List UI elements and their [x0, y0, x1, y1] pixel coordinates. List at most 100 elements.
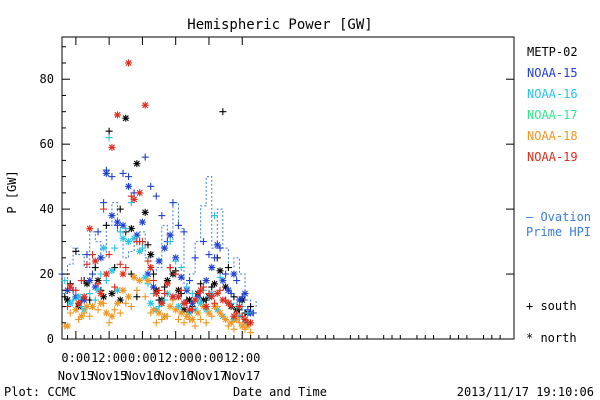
point-noaa-18-south [191, 322, 199, 330]
point-noaa-15-north [97, 254, 105, 262]
point-noaa-18-north [119, 286, 127, 294]
point-metp-02-north [133, 160, 141, 168]
point-noaa-19-south [105, 251, 113, 259]
point-noaa-19-north [66, 283, 74, 291]
point-noaa-15-north [202, 277, 210, 285]
point-noaa-18-south [247, 329, 255, 337]
point-noaa-15-south [108, 173, 116, 181]
point-noaa-15-north [86, 277, 94, 285]
point-metp-02-north [122, 114, 130, 122]
point-noaa-19-north [224, 299, 232, 307]
point-noaa-18-north [150, 306, 158, 314]
point-noaa-15-south [191, 254, 199, 262]
point-noaa-15-south [94, 228, 102, 236]
point-noaa-16-south [105, 134, 113, 142]
point-noaa-18-south [180, 319, 188, 327]
point-noaa-16-south [86, 290, 94, 298]
point-metp-02-south [224, 264, 232, 272]
point-metp-02-south [133, 293, 141, 301]
point-noaa-15-south [180, 228, 188, 236]
legend-ovation-line2: Prime HPI [526, 225, 591, 239]
point-noaa-19-north [230, 312, 238, 320]
point-metp-02-north [108, 290, 116, 298]
legend-ovation-line1: — Ovation [526, 210, 591, 224]
point-noaa-19-north [80, 293, 88, 301]
chart-title: Hemispheric Power [GW] [187, 17, 372, 33]
point-noaa-19-south [161, 290, 169, 298]
point-noaa-15-south [169, 199, 177, 207]
point-noaa-19-north [213, 290, 221, 298]
point-noaa-16-south [102, 277, 110, 285]
point-noaa-15-north [208, 264, 216, 272]
x-tick-date-label: Nov17 [224, 369, 260, 383]
point-noaa-18-south [111, 306, 119, 314]
x-tick-time-label: 0:00 [195, 351, 224, 365]
point-noaa-18-north [89, 303, 97, 311]
point-noaa-18-north [102, 309, 110, 317]
point-metp-02-north [147, 251, 155, 259]
point-metp-02-north [141, 208, 149, 216]
y-tick-label: 60 [40, 137, 54, 151]
point-noaa-18-north [97, 299, 105, 307]
point-noaa-15-north [230, 270, 238, 278]
point-noaa-18-south [133, 286, 141, 294]
point-noaa-19-north [91, 257, 99, 265]
x-tick-date-label: Nov16 [124, 369, 160, 383]
y-axis: 0 20 40 60 80 [40, 46, 514, 346]
point-noaa-16-north [136, 247, 144, 255]
point-noaa-18-south [86, 312, 94, 320]
point-noaa-15-south [186, 277, 194, 285]
point-noaa-18-south [66, 309, 74, 317]
point-noaa-19-north [136, 189, 144, 197]
point-noaa-19-north [191, 296, 199, 304]
point-noaa-19-north [235, 303, 243, 311]
point-noaa-15-south [147, 182, 155, 190]
x-tick-time-label: 12:00 [91, 351, 127, 365]
point-noaa-15-north [235, 296, 243, 304]
point-noaa-15-north [224, 286, 232, 294]
legend-entry-noaa-18: NOAA-18 [527, 129, 578, 143]
legend-entry-noaa-16: NOAA-16 [527, 87, 578, 101]
data-marks [58, 59, 257, 337]
point-metp-02-south [91, 264, 99, 272]
point-metp-02-north [216, 267, 224, 275]
point-noaa-15-north [138, 218, 146, 226]
point-noaa-19-north [186, 306, 194, 314]
point-noaa-18-south [202, 319, 210, 327]
point-noaa-19-north [152, 290, 160, 298]
point-noaa-15-south [199, 238, 207, 246]
point-noaa-18-south [174, 316, 182, 324]
point-noaa-19-north [125, 59, 133, 67]
point-noaa-19-north [158, 299, 166, 307]
x-tick-date-label: Nov17 [191, 369, 227, 383]
plot-credit: Plot: CCMC [4, 385, 76, 399]
y-tick-label: 40 [40, 202, 54, 216]
point-noaa-18-north [125, 293, 133, 301]
x-axis: 0:00Nov1512:00Nov150:00Nov1612:00Nov160:… [58, 37, 501, 383]
point-noaa-15-north [108, 212, 116, 220]
point-noaa-19-north [219, 296, 227, 304]
point-noaa-15-north [102, 169, 110, 177]
point-noaa-19-south [77, 277, 85, 285]
point-noaa-15-north [166, 231, 174, 239]
x-tick-time-label: 12:00 [158, 351, 194, 365]
legend-entry-noaa-19: NOAA-19 [527, 150, 578, 164]
point-noaa-18-north [222, 316, 230, 324]
x-tick-date-label: Nov16 [158, 369, 194, 383]
point-noaa-15-north [177, 273, 185, 281]
point-noaa-19-south [116, 260, 124, 268]
point-noaa-15-north [155, 257, 163, 265]
point-noaa-18-north [188, 316, 196, 324]
point-noaa-19-south [150, 277, 158, 285]
point-metp-02-north [116, 296, 124, 304]
point-noaa-19-north [97, 290, 105, 298]
ovation-prime-hpi-line [62, 176, 257, 308]
point-noaa-18-north [155, 309, 163, 317]
point-metp-02-south [219, 108, 227, 116]
point-noaa-16-north [108, 267, 116, 275]
point-noaa-16-south [211, 212, 219, 220]
hpi-step-path [62, 176, 257, 308]
point-noaa-19-north [208, 293, 216, 301]
point-noaa-18-north [166, 303, 174, 311]
point-noaa-18-south [141, 293, 149, 301]
